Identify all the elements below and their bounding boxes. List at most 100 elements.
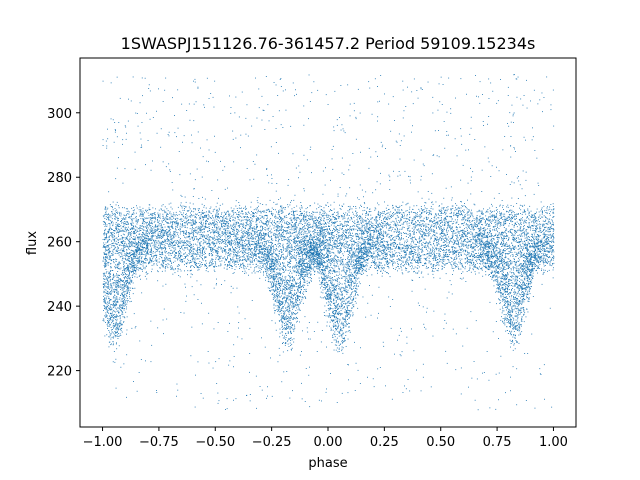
data-point-1631 (205, 237, 207, 239)
data-point-3624 (253, 249, 255, 250)
data-point-4000 (177, 244, 179, 245)
data-point-141 (397, 207, 399, 208)
data-point-4900 (176, 224, 178, 226)
data-point-448 (168, 239, 170, 241)
data-point-2061 (549, 208, 551, 210)
data-point-4017 (104, 233, 105, 235)
data-point-3279 (230, 224, 232, 226)
data-point-2011 (376, 248, 378, 250)
data-point-1942 (178, 243, 180, 244)
data-point-3768 (240, 263, 241, 265)
data-point-1011 (262, 237, 264, 238)
data-point-1887 (531, 243, 532, 244)
data-point-1297 (297, 245, 299, 247)
data-point-4911 (410, 247, 412, 249)
data-point-2963 (258, 243, 259, 245)
data-point-2830 (135, 216, 136, 218)
data-point-934 (393, 221, 395, 223)
data-point-1958 (451, 216, 452, 217)
data-point-1699 (547, 259, 548, 261)
data-point-675 (419, 240, 421, 242)
data-point-2220 (112, 249, 114, 251)
data-point-4767 (440, 223, 441, 224)
data-point-990 (234, 254, 236, 256)
data-point-2124 (213, 217, 215, 219)
data-point-3005 (537, 239, 539, 241)
data-point-4789 (221, 223, 223, 225)
data-point-3526 (145, 232, 147, 234)
data-point-2918 (132, 210, 134, 211)
data-point-2370 (333, 241, 335, 243)
data-point-757 (140, 218, 142, 220)
data-point-176 (446, 210, 448, 212)
data-point-4820 (379, 264, 381, 266)
data-point-4086 (316, 246, 318, 248)
data-point-1319 (161, 205, 163, 207)
data-point-3057 (197, 250, 198, 251)
data-point-1044 (514, 214, 516, 215)
data-point-1470 (259, 203, 261, 205)
data-point-2362 (503, 227, 505, 228)
data-point-2411 (442, 241, 444, 243)
data-point-2242 (455, 235, 457, 236)
data-point-259 (183, 216, 184, 218)
data-point-1028 (511, 209, 513, 211)
data-point-2897 (258, 241, 259, 243)
data-point-1282 (378, 248, 380, 250)
data-point-1348 (462, 233, 464, 235)
data-point-590 (254, 267, 255, 269)
data-point-198 (359, 248, 361, 250)
data-point-2566 (298, 256, 300, 257)
data-point-3876 (341, 238, 343, 240)
data-point-1940 (190, 248, 192, 250)
data-point-3254 (473, 229, 475, 231)
data-point-1193 (382, 272, 383, 274)
data-point-210 (327, 266, 329, 268)
data-point-40 (242, 251, 244, 253)
data-point-4333 (185, 237, 187, 239)
data-point-1577 (274, 220, 275, 222)
data-point-2428 (270, 232, 272, 234)
data-point-1761 (155, 258, 157, 260)
data-point-4396 (251, 260, 253, 262)
data-point-4656 (475, 224, 477, 225)
data-point-721 (472, 250, 474, 252)
data-point-4842 (229, 267, 230, 268)
data-point-2748 (226, 218, 228, 220)
data-point-2310 (166, 265, 168, 267)
data-point-1652 (372, 223, 374, 225)
data-point-3820 (117, 264, 118, 265)
data-point-3726 (350, 248, 352, 250)
data-point-2291 (408, 211, 410, 213)
data-point-3228 (133, 231, 135, 233)
data-point-3516 (124, 228, 126, 230)
data-point-3154 (323, 246, 325, 248)
data-point-1239 (227, 225, 229, 227)
data-point-257 (424, 234, 426, 236)
data-point-861 (443, 238, 444, 240)
data-point-2120 (306, 228, 308, 230)
data-point-3597 (260, 237, 262, 239)
data-point-1270 (392, 239, 394, 240)
data-point-3523 (111, 243, 113, 244)
data-point-4579 (133, 265, 135, 267)
data-point-3020 (439, 248, 441, 250)
data-point-3129 (535, 229, 537, 230)
data-point-1600 (239, 266, 241, 268)
data-point-4799 (466, 212, 468, 214)
data-point-1971 (525, 256, 527, 258)
data-point-4615 (492, 226, 494, 228)
data-point-4295 (256, 236, 258, 238)
data-point-3552 (216, 237, 218, 239)
data-point-2213 (385, 261, 387, 263)
data-point-3190 (410, 249, 412, 251)
data-point-4361 (161, 241, 163, 243)
data-point-3655 (157, 261, 159, 263)
data-point-4884 (128, 232, 130, 234)
data-point-4528 (337, 232, 339, 234)
data-point-4929 (301, 212, 303, 214)
data-point-1900 (116, 250, 118, 252)
data-point-3066 (430, 238, 432, 240)
data-point-1133 (421, 243, 422, 245)
data-point-1739 (482, 251, 484, 253)
